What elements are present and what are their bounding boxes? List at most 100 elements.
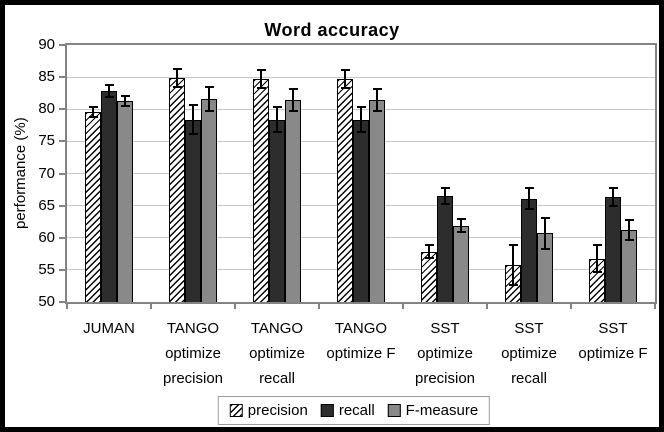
error-bar-line: [376, 89, 378, 112]
error-bar-cap-bottom: [592, 271, 602, 274]
x-axis-tick: [318, 304, 320, 309]
error-bar-cap-top: [120, 94, 130, 97]
x-axis-tick: [486, 304, 488, 309]
y-axis-tick: [59, 172, 65, 175]
x-axis-tick: [402, 304, 404, 309]
recall-bar: [269, 119, 285, 302]
x-category-label-line: optimize: [417, 345, 473, 362]
recall-bar: [605, 196, 621, 302]
x-category-label-line: precision: [414, 370, 476, 387]
error-bar-line: [344, 70, 346, 89]
recall-bar: [101, 91, 117, 302]
x-category-label-line: SST: [514, 320, 544, 337]
F-measure-bar: [201, 98, 217, 302]
chart-title: Word accuracy: [264, 20, 400, 40]
x-category-label-line: optimize: [165, 345, 221, 362]
error-bar-cap-bottom: [524, 207, 534, 210]
x-category-label-line: recall: [511, 370, 547, 387]
precision-bar: [337, 79, 353, 302]
recall-bar: [185, 119, 201, 302]
legend-swatch-F-measure: [387, 404, 401, 417]
error-bar-cap-top: [372, 88, 382, 91]
error-bar-line: [544, 217, 546, 249]
F-measure-bar: [453, 225, 469, 302]
legend-item: recall: [320, 402, 375, 419]
error-bar-cap-top: [356, 105, 366, 108]
x-axis-tick: [150, 304, 152, 309]
error-bar-line: [428, 245, 430, 259]
y-axis-tick: [59, 204, 65, 207]
error-bar-cap-top: [340, 69, 350, 72]
error-bar-cap-top: [624, 219, 634, 222]
error-bar-cap-top: [256, 69, 266, 72]
F-measure-bar: [369, 100, 385, 302]
x-axis-tick: [654, 304, 656, 309]
error-bar-line: [628, 220, 630, 240]
y-tick-label: 75: [38, 132, 55, 150]
error-bar-cap-bottom: [272, 131, 282, 134]
error-bar-cap-bottom: [172, 85, 182, 88]
F-measure-bar: [285, 100, 301, 302]
error-bar-cap-bottom: [204, 110, 214, 113]
error-bar-cap-bottom: [340, 87, 350, 90]
error-bar-cap-top: [524, 187, 534, 190]
error-bar-line: [192, 105, 194, 134]
error-bar-cap-bottom: [456, 230, 466, 233]
error-bar-cap-top: [88, 105, 98, 108]
y-tick-label: 70: [38, 164, 55, 182]
recall-bar: [521, 198, 537, 302]
error-bar-line: [276, 106, 278, 133]
legend-label: precision: [247, 402, 308, 419]
x-category-label: SST optimize recall: [487, 316, 571, 391]
y-axis-tick: [59, 268, 65, 271]
error-bar-line: [260, 70, 262, 89]
y-axis-tick: [59, 44, 65, 46]
x-category-label: TANGO optimize recall: [235, 316, 319, 391]
x-category-label-line: TANGO: [334, 320, 388, 337]
F-measure-bar: [117, 100, 133, 302]
error-bar-cap-top: [104, 84, 114, 87]
error-bar-cap-top: [440, 187, 450, 190]
x-category-label-line: optimize: [501, 345, 557, 362]
error-bar-cap-bottom: [540, 247, 550, 250]
error-bar-cap-top: [540, 216, 550, 219]
error-bar-line: [92, 106, 94, 117]
legend-label: F-measure: [405, 402, 479, 419]
x-category-label-line: SST: [430, 320, 460, 337]
error-bar-line: [444, 188, 446, 204]
error-bar-cap-top: [188, 104, 198, 107]
plot-area: [65, 43, 657, 304]
error-bar-line: [612, 187, 614, 206]
error-bar-line: [176, 68, 178, 87]
x-axis-tick: [234, 304, 236, 309]
error-bar-cap-top: [204, 85, 214, 88]
legend-swatch-precision: [229, 404, 243, 417]
error-bar-line: [108, 85, 110, 98]
error-bar-line: [208, 86, 210, 112]
x-category-label: SST optimize F: [571, 316, 655, 366]
x-category-label-line: SST: [598, 320, 628, 337]
error-bar-cap-bottom: [104, 96, 114, 99]
legend-swatch-recall: [320, 404, 334, 417]
y-tick-label: 55: [38, 260, 55, 278]
x-category-label: TANGO optimize precision: [151, 316, 235, 391]
error-bar-line: [360, 106, 362, 133]
y-axis-tick: [59, 301, 65, 303]
error-bar-line: [512, 245, 514, 286]
x-category-label-line: recall: [259, 370, 295, 387]
y-tick-label: 85: [38, 68, 55, 86]
x-category-label-line: TANGO: [250, 320, 304, 337]
error-bar-line: [460, 219, 462, 232]
y-axis-tick: [59, 76, 65, 79]
y-axis-tick: [59, 236, 65, 239]
error-bar-cap-bottom: [440, 202, 450, 205]
x-category-label: JUMAN: [67, 316, 151, 341]
error-bar-line: [124, 95, 126, 107]
error-bar-cap-top: [172, 67, 182, 70]
x-category-label: SST optimize precision: [403, 316, 487, 391]
precision-bar: [253, 79, 269, 302]
y-tick-label: 60: [38, 228, 55, 246]
error-bar-cap-top: [456, 218, 466, 221]
error-bar-line: [528, 188, 530, 209]
